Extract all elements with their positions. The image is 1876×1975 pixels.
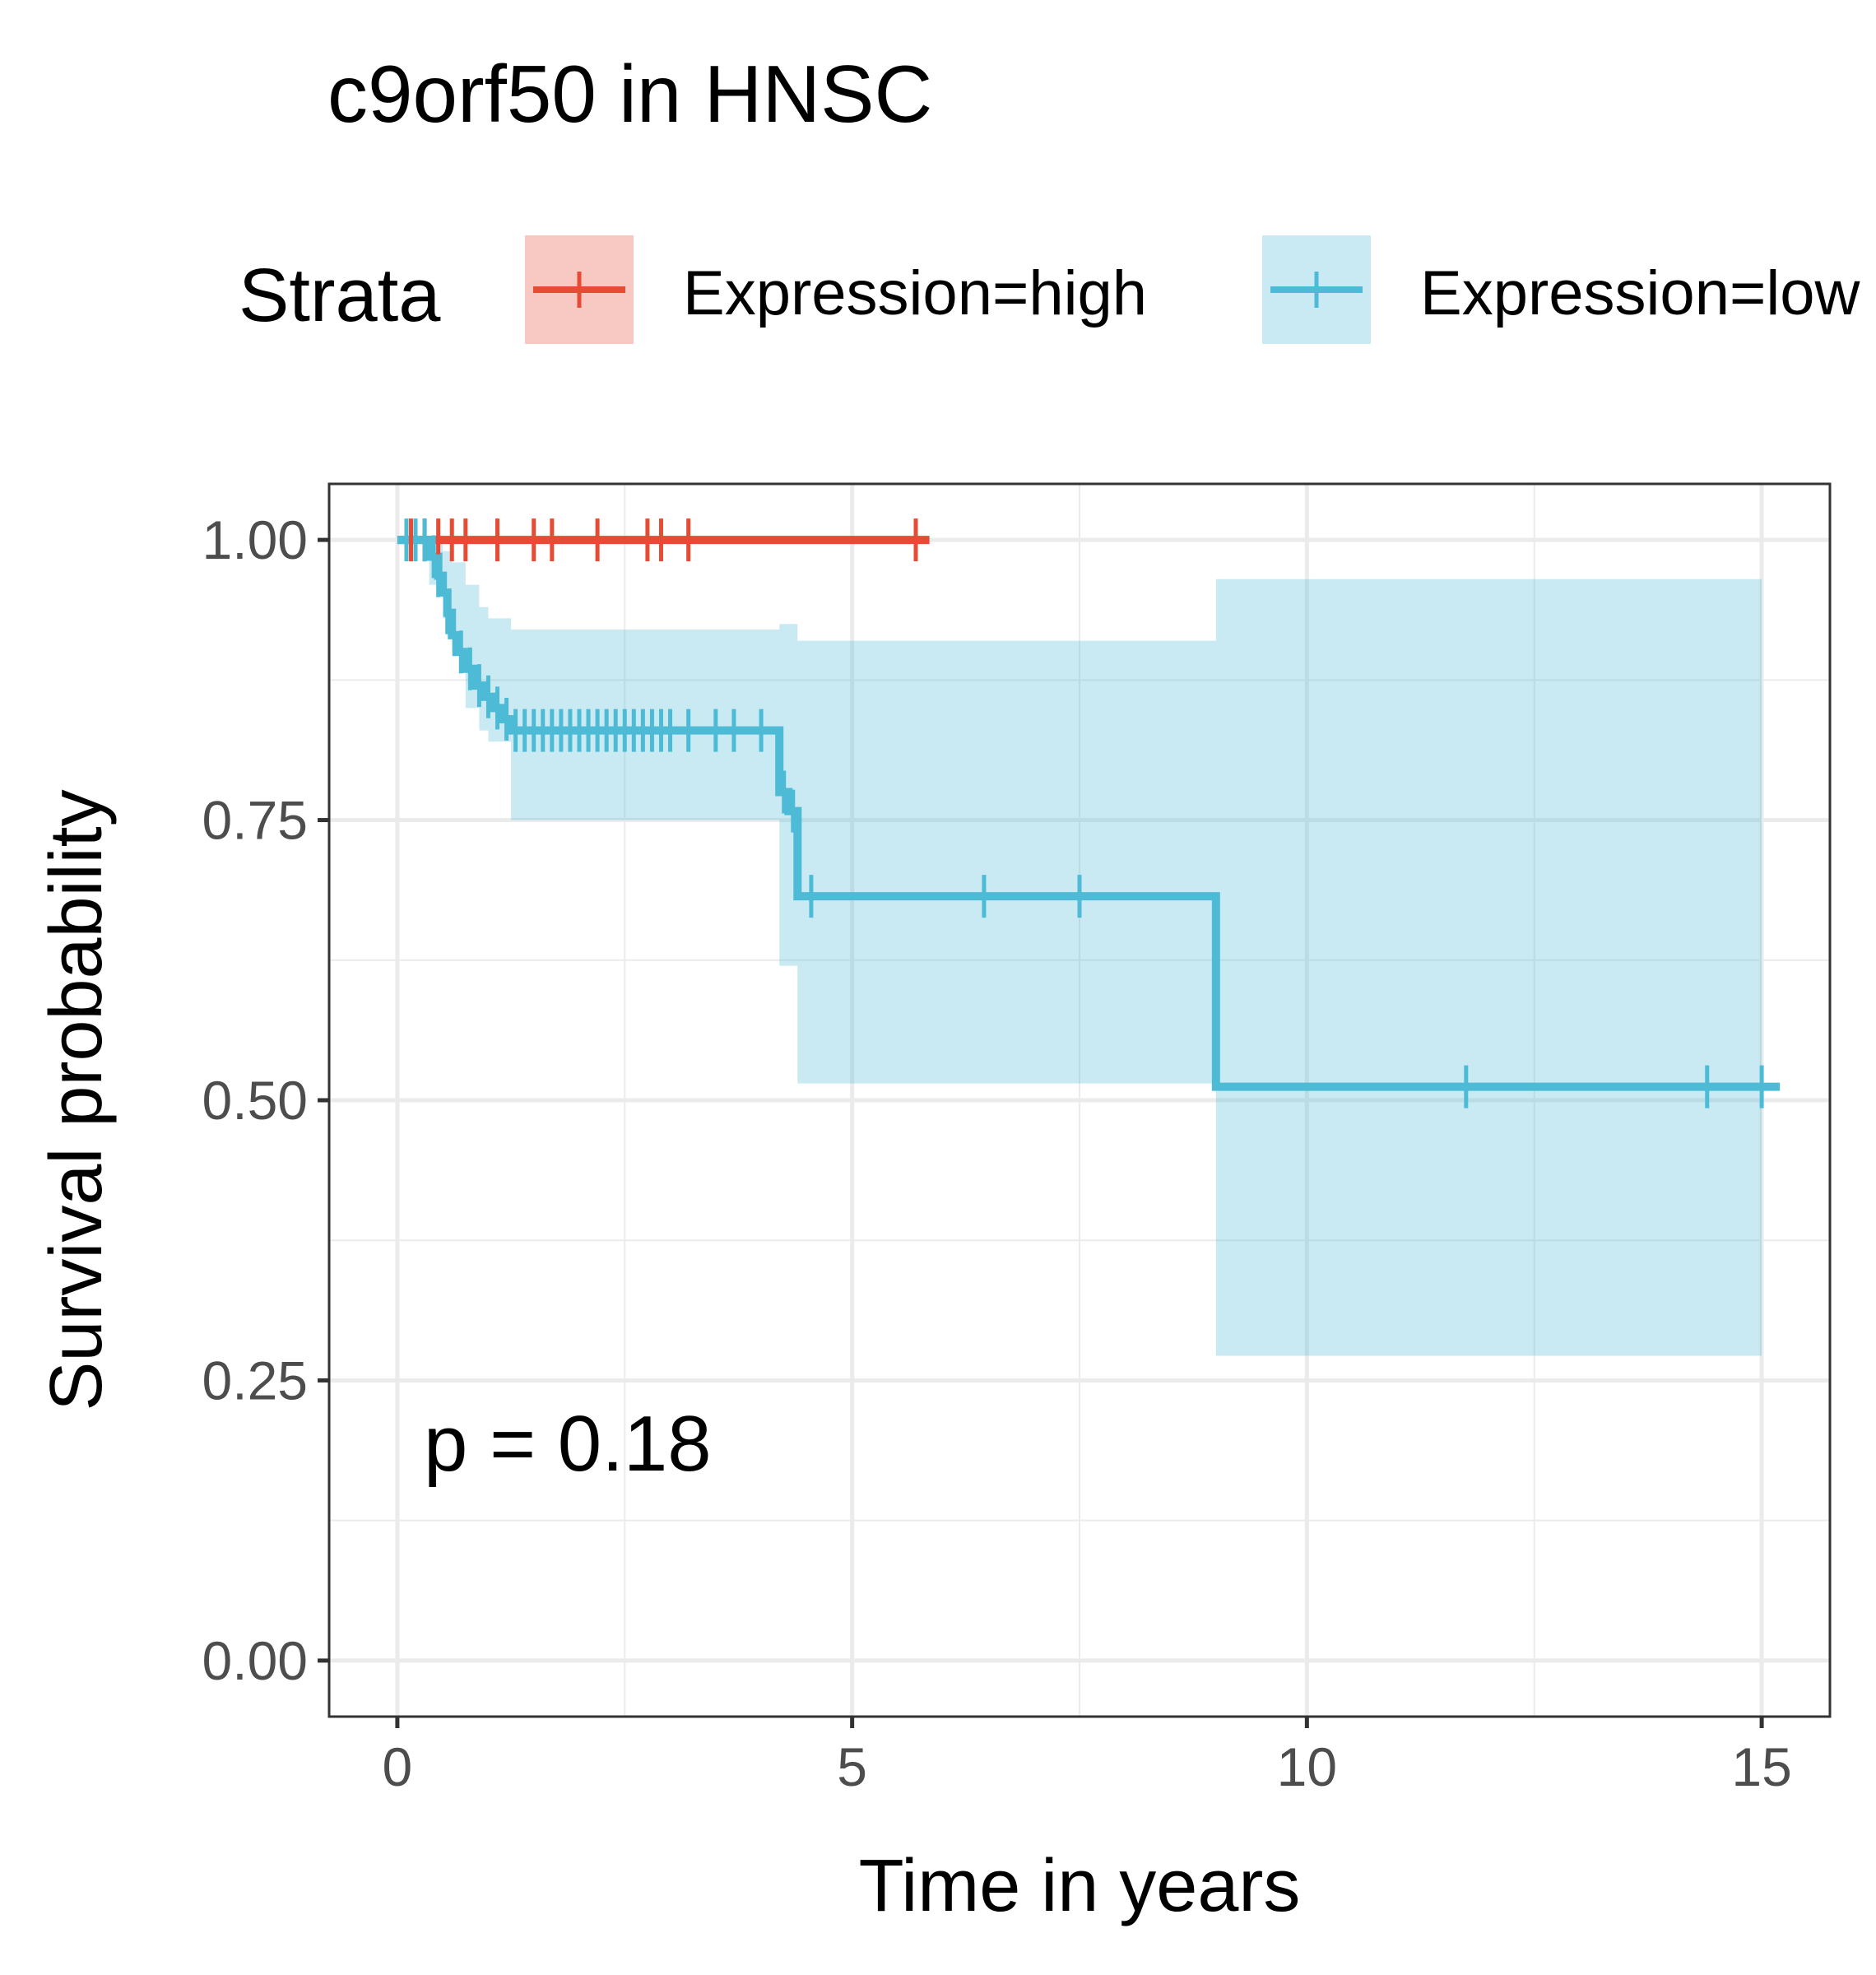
censor-mark-layer (404, 518, 1764, 1108)
y-tick-label: 0.75 (202, 790, 308, 851)
legend-title: Strata (239, 253, 441, 337)
chart-title: c9orf50 in HNSC (327, 49, 932, 139)
y-tick-label: 0.50 (202, 1070, 308, 1131)
x-tick-label: 15 (1731, 1736, 1791, 1797)
legend-label-high: Expression=high (683, 258, 1147, 328)
confidence-band-layer (397, 540, 1762, 1356)
y-tick-label: 0.00 (202, 1630, 308, 1691)
axis-layer: 0 5 10 15 0.00 0.25 0.50 0.75 1.00 (202, 509, 1792, 1797)
p-value-annotation: p = 0.18 (424, 1400, 712, 1488)
confidence-band-low (397, 540, 1762, 1356)
x-axis-title: Time in years (859, 1845, 1301, 1927)
legend-label-low: Expression=low (1420, 258, 1860, 328)
x-tick-label: 0 (383, 1736, 413, 1797)
x-tick-label: 5 (837, 1736, 867, 1797)
grid-layer (329, 484, 1830, 1717)
x-tick-label: 10 (1277, 1736, 1337, 1797)
y-axis-title: Survival probability (35, 789, 118, 1410)
y-tick-label: 1.00 (202, 509, 308, 570)
y-tick-label: 0.25 (202, 1350, 308, 1410)
legend: Strata Expression=high Expression=low (239, 235, 1860, 344)
